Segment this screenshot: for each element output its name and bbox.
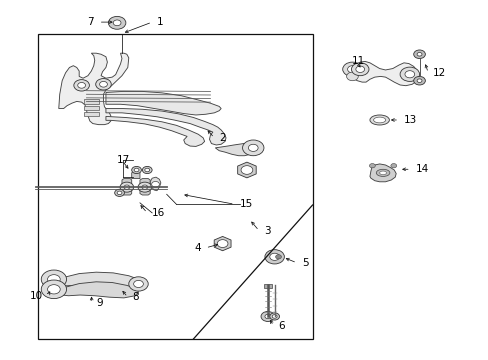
Circle shape	[108, 17, 125, 29]
Bar	[38, 33, 312, 339]
Polygon shape	[140, 179, 150, 195]
Bar	[264, 284, 271, 288]
Circle shape	[123, 185, 129, 189]
Circle shape	[355, 66, 364, 72]
Text: 7: 7	[87, 17, 94, 27]
Polygon shape	[215, 144, 255, 156]
Text: 4: 4	[194, 243, 201, 253]
Circle shape	[416, 53, 421, 56]
Polygon shape	[214, 237, 230, 251]
Polygon shape	[106, 91, 221, 115]
Ellipse shape	[375, 169, 389, 176]
Text: 10: 10	[30, 291, 42, 301]
Circle shape	[131, 166, 141, 174]
Text: 16: 16	[152, 208, 165, 218]
Polygon shape	[59, 53, 128, 125]
Circle shape	[272, 315, 277, 318]
Text: 13: 13	[403, 115, 416, 125]
Circle shape	[390, 163, 396, 168]
Circle shape	[144, 168, 149, 172]
Text: 15: 15	[239, 199, 252, 209]
Circle shape	[275, 255, 281, 259]
Circle shape	[100, 81, 107, 87]
Circle shape	[242, 140, 264, 156]
Circle shape	[416, 79, 421, 82]
Text: 6: 6	[278, 321, 285, 331]
Polygon shape	[106, 116, 204, 147]
Circle shape	[113, 20, 121, 26]
Circle shape	[133, 280, 143, 288]
Circle shape	[217, 240, 227, 248]
Polygon shape	[131, 171, 140, 179]
Polygon shape	[150, 177, 161, 191]
Circle shape	[41, 280, 66, 298]
Circle shape	[142, 185, 147, 189]
Circle shape	[351, 63, 368, 76]
Circle shape	[261, 311, 274, 321]
Circle shape	[413, 50, 425, 59]
Circle shape	[78, 82, 85, 88]
Text: 9: 9	[97, 298, 103, 308]
Circle shape	[369, 163, 374, 168]
Circle shape	[120, 182, 133, 192]
Circle shape	[399, 67, 419, 81]
Circle shape	[241, 166, 252, 174]
Text: 11: 11	[351, 57, 364, 66]
Circle shape	[47, 275, 60, 284]
Circle shape	[142, 166, 152, 174]
Circle shape	[269, 253, 279, 260]
Polygon shape	[237, 162, 256, 178]
Text: 17: 17	[117, 156, 130, 165]
Polygon shape	[351, 62, 418, 86]
Text: 12: 12	[432, 68, 446, 78]
Circle shape	[128, 277, 148, 291]
Circle shape	[96, 78, 111, 90]
Circle shape	[47, 285, 60, 294]
Polygon shape	[106, 109, 225, 145]
Text: 1: 1	[157, 17, 163, 27]
Circle shape	[264, 249, 284, 264]
Circle shape	[342, 62, 362, 76]
Polygon shape	[84, 106, 99, 110]
Circle shape	[41, 270, 66, 289]
Circle shape	[347, 66, 357, 73]
Polygon shape	[369, 164, 395, 182]
Circle shape	[346, 72, 358, 81]
Circle shape	[264, 314, 270, 319]
Circle shape	[115, 189, 124, 197]
Polygon shape	[62, 282, 138, 298]
Text: 2: 2	[219, 133, 225, 143]
Circle shape	[404, 71, 414, 78]
Text: 5: 5	[301, 258, 308, 268]
Polygon shape	[122, 179, 131, 195]
Circle shape	[138, 182, 151, 192]
Ellipse shape	[369, 115, 388, 125]
Circle shape	[134, 168, 139, 172]
Polygon shape	[60, 272, 140, 289]
Circle shape	[269, 313, 279, 320]
Circle shape	[248, 144, 258, 152]
Circle shape	[151, 181, 159, 187]
Polygon shape	[84, 99, 99, 104]
Ellipse shape	[373, 117, 385, 123]
Circle shape	[117, 191, 122, 195]
Text: 3: 3	[264, 226, 270, 236]
Polygon shape	[84, 112, 99, 116]
Circle shape	[74, 80, 89, 91]
Text: 8: 8	[132, 292, 139, 302]
Text: 14: 14	[415, 164, 428, 174]
Circle shape	[413, 76, 425, 85]
Ellipse shape	[379, 171, 386, 175]
